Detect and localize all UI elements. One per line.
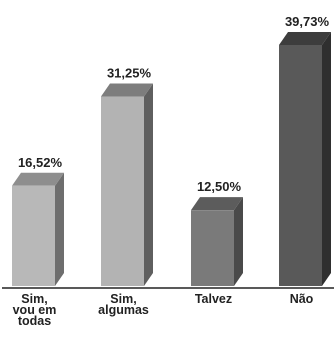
bar-side-face [234,197,243,286]
value-label: 12,50% [197,179,242,194]
bar-group [101,83,153,287]
bar-group [279,32,331,286]
category-label-line: Sim, [21,292,47,306]
category-label: Talvez [195,292,232,306]
bar [279,45,322,286]
bar-side-face [322,32,331,286]
bar [191,210,234,286]
category-label-line: Não [290,292,314,306]
category-label-line: vou em [13,303,57,317]
value-labels-layer: 16,52% 31,25% 12,50% 39,73% [18,14,330,194]
bars-layer [12,32,331,287]
bar-group [12,172,64,286]
value-label: 39,73% [285,14,330,29]
bar-side-face [144,83,153,287]
bar-top-face [101,83,153,97]
category-label: Não [290,292,314,306]
category-label: Sim, vou em todas [13,292,57,328]
category-label-line: algumas [98,303,149,317]
category-label-line: todas [18,314,51,328]
value-label: 31,25% [107,65,152,80]
bar-top-face [12,172,64,186]
bar-top-face [279,32,331,45]
bar-group [191,197,243,286]
bar [101,96,144,287]
bar-side-face [55,172,64,286]
category-label-line: Sim, [110,292,136,306]
bar-top-face [191,197,243,211]
value-label: 16,52% [18,155,63,170]
category-label-line: Talvez [195,292,232,306]
category-label: Sim, algumas [98,292,149,317]
bar [12,185,55,286]
